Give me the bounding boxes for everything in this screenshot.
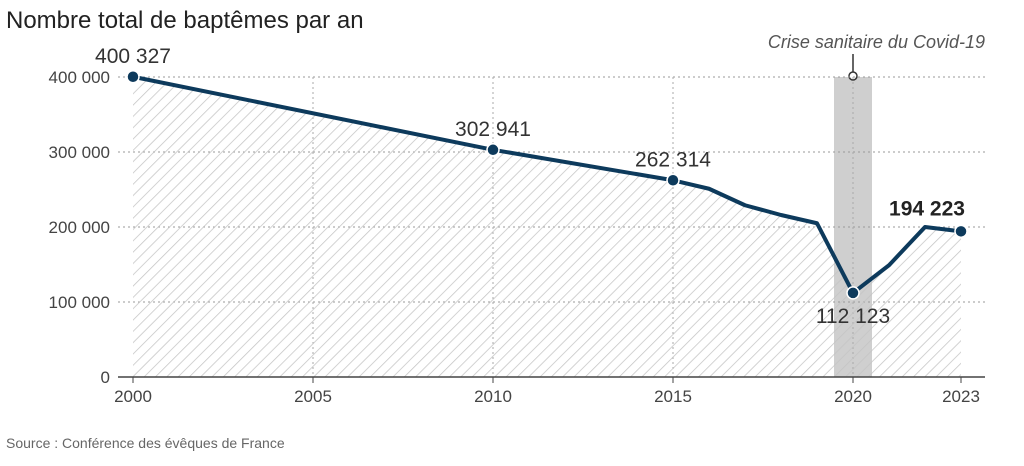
y-tick-label: 300 000	[49, 143, 110, 162]
covid-annotation: Crise sanitaire du Covid-19	[768, 32, 985, 52]
y-tick-label: 400 000	[49, 68, 110, 87]
data-point	[126, 70, 140, 84]
data-label: 400 327	[95, 45, 171, 68]
data-label: 302 941	[455, 118, 531, 141]
series-line	[132, 74, 962, 295]
x-tick-label: 2000	[114, 387, 152, 406]
x-tick-label: 2015	[654, 387, 692, 406]
chart-title: Nombre total de baptêmes par an	[6, 7, 364, 34]
data-label: 112 123	[816, 305, 890, 328]
data-label: 194 223	[889, 197, 965, 220]
x-tick-label: 2005	[294, 387, 332, 406]
data-point	[486, 143, 500, 157]
annotation-marker	[848, 71, 858, 81]
data-point	[666, 173, 680, 188]
y-tick-label: 200 000	[49, 218, 110, 237]
data-label: 262 314	[635, 148, 711, 171]
y-tick-label: 0	[101, 368, 110, 387]
source-note: Source : Conférence des évêques de Franc…	[6, 435, 285, 451]
data-point	[846, 286, 860, 300]
area-fill	[133, 76, 961, 377]
y-tick-label: 100 000	[49, 293, 110, 312]
x-tick-label: 2023	[942, 387, 980, 406]
x-tick-label: 2020	[834, 387, 872, 406]
data-point	[954, 224, 968, 239]
x-tick-label: 2010	[474, 387, 512, 406]
